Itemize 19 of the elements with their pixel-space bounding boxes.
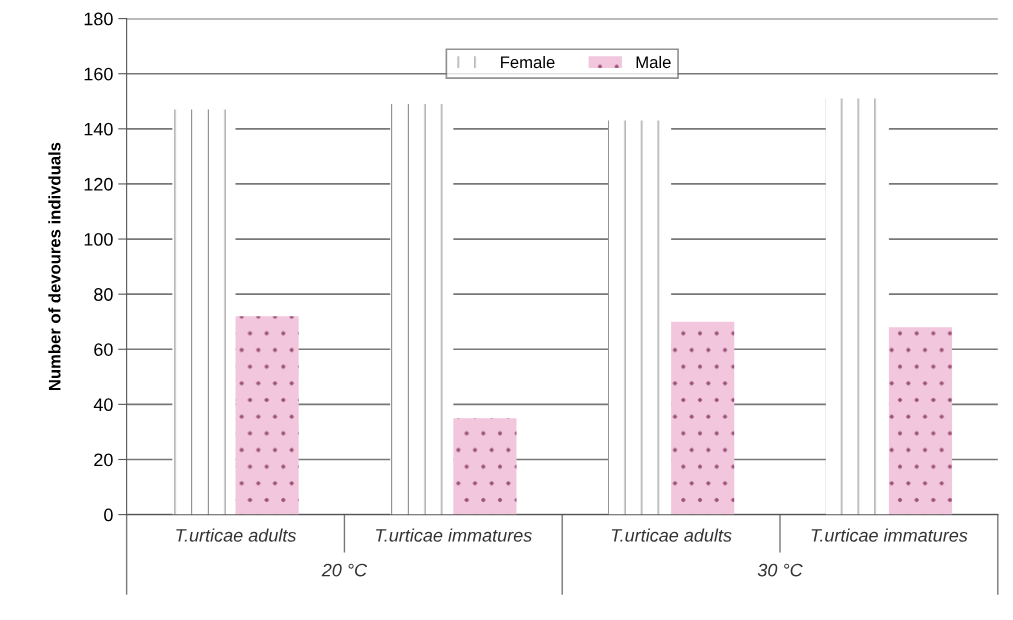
y-tick-label: 80 <box>94 288 113 301</box>
x-tick-label: T.urticae adults <box>611 528 732 542</box>
y-tick-label: 20 <box>94 453 113 467</box>
text: 30 °C <box>757 563 803 577</box>
y-tick-label: 120 <box>84 177 113 191</box>
y-tick-label: 160 <box>84 67 113 81</box>
y-tick-label: 140 <box>84 122 113 136</box>
y-tick-label: 60 <box>94 343 113 356</box>
legend-label: Male <box>636 55 671 69</box>
y-tick-label: 100 <box>84 232 113 246</box>
legend-label: Female <box>501 55 555 69</box>
y-axis-title: Number of devoures indivduals <box>48 142 61 391</box>
y-tick-label: 40 <box>93 398 113 412</box>
y-tick-label: 180 <box>84 12 113 26</box>
x-tick-label: T.urticae immatures <box>811 528 968 542</box>
x-tick-label: T.urticae adults <box>176 528 297 542</box>
text: 20 °C <box>321 563 368 577</box>
x-tick-label: T.urticae immatures <box>376 528 532 542</box>
y-tick-label: 0 <box>104 508 113 522</box>
